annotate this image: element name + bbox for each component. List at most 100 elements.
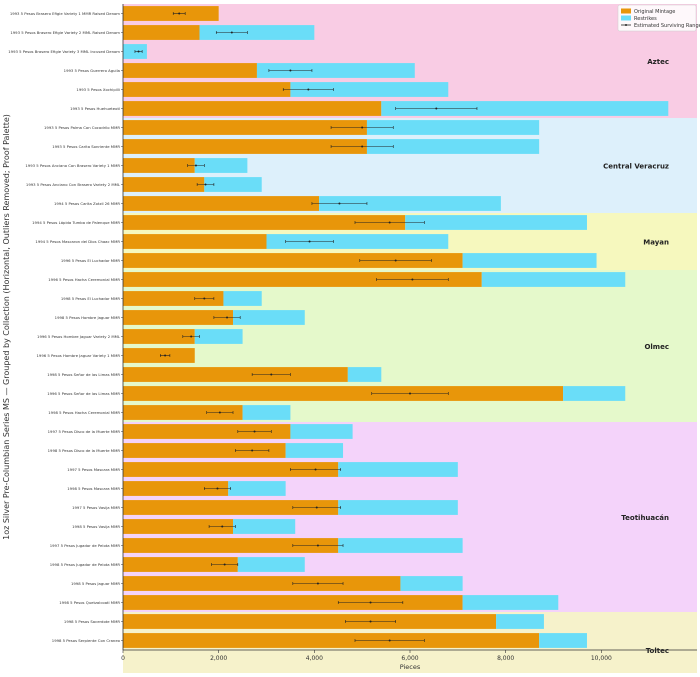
bar-original	[123, 291, 224, 306]
group-band-0	[123, 4, 697, 118]
bar-restrikes	[204, 177, 262, 192]
legend-box	[617, 4, 697, 32]
bar-restrikes	[228, 481, 286, 496]
category-label: 1998 5 Pesos Jugador de Pelota MMR	[50, 562, 121, 567]
group-label: Central Veracruz	[603, 163, 669, 171]
bar-restrikes	[539, 633, 587, 648]
group-label: Mayan	[643, 239, 669, 247]
bar-original	[123, 614, 497, 629]
bar-restrikes	[233, 310, 305, 325]
bar-restrikes	[319, 196, 501, 211]
category-label: 1998 5 Pesos Quetzalcoatl MMR	[59, 600, 120, 605]
category-label: 1998 5 Pesos Disco de la Muerte MMR	[48, 448, 121, 453]
error-center	[226, 316, 229, 319]
bar-original	[123, 234, 267, 249]
bar-restrikes	[242, 405, 291, 420]
error-center	[270, 373, 273, 376]
x-tick-label: 2,000	[210, 655, 227, 662]
bar-original	[123, 177, 205, 192]
bar-original	[123, 462, 339, 477]
x-tick-label: 8,000	[497, 655, 514, 662]
category-label: 1997 5 Pesos Vasija MMR	[72, 505, 120, 510]
bar-restrikes	[347, 367, 382, 382]
bar-restrikes	[338, 462, 458, 477]
category-label: 1998 5 Pesos Serpiente Con Craneo	[52, 638, 121, 643]
bar-original	[123, 310, 234, 325]
error-center	[221, 525, 224, 528]
bar-original	[123, 348, 195, 363]
error-center	[203, 297, 206, 300]
bar-restrikes	[366, 139, 540, 154]
x-tick-label: 6,000	[401, 655, 418, 662]
category-label: 1993 5 Pesos Brasero Efigie Variety 2 MM…	[10, 30, 120, 35]
bar-restrikes	[223, 291, 262, 306]
bar-original	[123, 557, 238, 572]
error-center	[361, 145, 364, 148]
error-center	[230, 31, 233, 34]
bar-restrikes	[381, 101, 669, 116]
error-center	[435, 107, 438, 110]
error-center	[164, 354, 167, 357]
bar-restrikes	[462, 595, 559, 610]
bar-restrikes	[405, 215, 587, 230]
bar-original	[123, 576, 401, 591]
bar-restrikes	[338, 500, 458, 515]
bars-layer	[123, 6, 669, 648]
error-center	[253, 430, 256, 433]
error-center	[137, 50, 140, 53]
bar-original	[123, 139, 367, 154]
legend-swatch-dot	[625, 24, 627, 26]
category-label: 1997 5 Pesos Jugador de Pelota MMR	[50, 543, 121, 548]
error-center	[369, 601, 372, 604]
category-label: 1998 5 Pesos Hombre Jaguar MMR	[55, 315, 121, 320]
error-center	[223, 563, 226, 566]
category-label: 1993 5 Pesos Xochipilli	[76, 87, 120, 92]
group-label: Olmec	[644, 343, 669, 351]
error-center	[289, 69, 292, 72]
category-label: 1998 5 Pesos Jaguar MMR	[71, 581, 120, 586]
bar-restrikes	[481, 272, 626, 287]
error-center	[218, 411, 221, 414]
bar-restrikes	[285, 443, 344, 458]
category-label: 1996 5 Pesos Hombre Jaguar Variety 2 MML	[37, 334, 121, 339]
bar-original	[123, 405, 243, 420]
category-label: 1993 5 Pesos Palma Con Cocodrilo MMR	[44, 125, 120, 130]
legend-swatch	[621, 8, 631, 14]
bar-original	[123, 253, 463, 268]
error-center	[316, 544, 319, 547]
group-label: Teotihuacán	[621, 514, 669, 522]
bar-restrikes	[462, 253, 597, 268]
error-bars-layer	[134, 12, 478, 642]
bar-restrikes	[496, 614, 544, 629]
bar-restrikes	[563, 386, 626, 401]
error-center	[338, 202, 341, 205]
bar-original	[123, 367, 348, 382]
category-label: 1998 5 Pesos Sacerdote MMR	[64, 619, 120, 624]
bar-restrikes	[256, 63, 415, 78]
legend-label: Estimated Surviving Range	[634, 23, 700, 29]
legend-label: Original Mintage	[634, 9, 675, 15]
category-label: 1993 5 Pesos Anciano Con Brasero Variety…	[25, 163, 120, 168]
bar-original	[123, 443, 286, 458]
error-center	[251, 449, 254, 452]
bar-original	[123, 538, 339, 553]
category-label: 1997 5 Pesos Mascara MMR	[67, 467, 120, 472]
bar-restrikes	[338, 538, 463, 553]
error-center	[308, 240, 311, 243]
bar-restrikes	[400, 576, 463, 591]
bar-restrikes	[233, 519, 296, 534]
bar-restrikes	[194, 158, 248, 173]
bar-restrikes	[266, 234, 449, 249]
category-label: 1996 5 Pesos Hacha Ceremonial MMR	[48, 277, 120, 282]
category-label: 1993 5 Pesos Guerrero Aguila	[64, 68, 120, 73]
category-labels: 1993 5 Pesos Brasero Efigie Variety 1 MM…	[8, 11, 121, 643]
category-label: 1993 5 Pesos Brasero Efigie Variety 3 MM…	[8, 49, 120, 54]
error-center	[388, 221, 391, 224]
y-axis-label: 1oz Silver Pre-Columbian Series MS — Gro…	[2, 114, 11, 540]
bar-original	[123, 158, 195, 173]
bar-original	[123, 272, 482, 287]
bar-original	[123, 120, 367, 135]
bar-original	[123, 196, 320, 211]
